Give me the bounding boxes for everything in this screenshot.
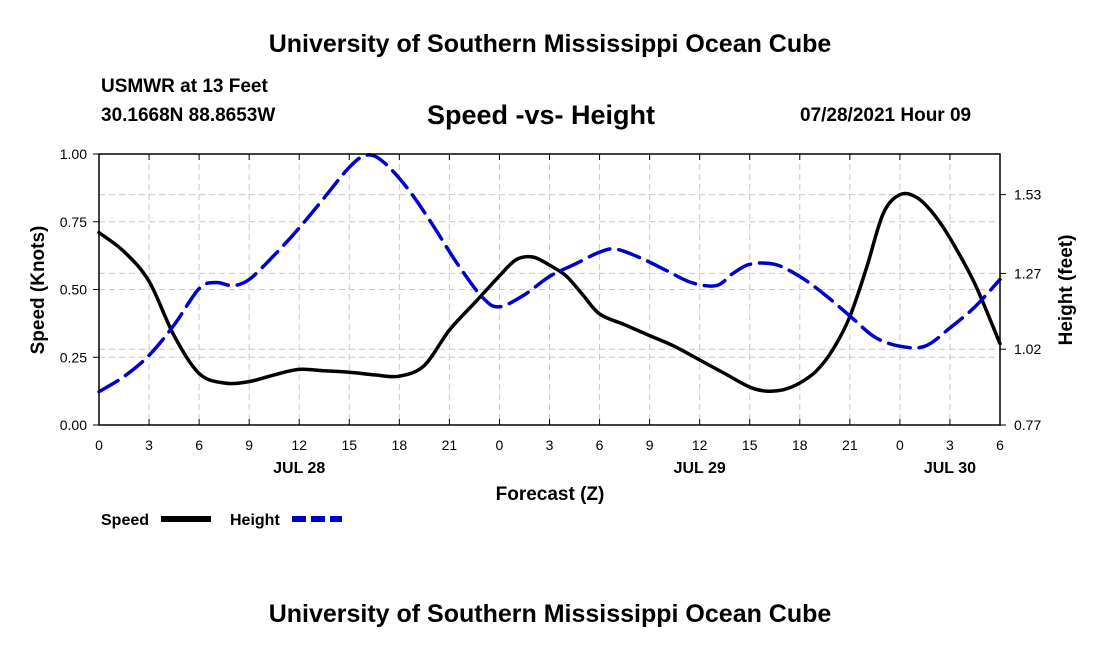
- y-tick-label: 0.50: [60, 282, 87, 298]
- page-title: University of Southern Mississippi Ocean…: [268, 30, 832, 58]
- x-tick-label: 6: [996, 437, 1004, 453]
- y2-tick-label: 1.02: [1014, 341, 1041, 357]
- y2-tick-label: 1.27: [1014, 265, 1041, 281]
- date-label: JUL 30: [924, 460, 976, 477]
- x-tick-label: 0: [496, 437, 504, 453]
- series-line-speed: [97, 191, 1002, 394]
- x-tick-label: 18: [792, 437, 808, 453]
- forecast-issue-time: 07/28/2021 Hour 09: [800, 105, 972, 126]
- y-tick-label: 0.00: [60, 417, 87, 433]
- x-tick-label: 3: [946, 437, 954, 453]
- station-name: USMWR at 13 Feet: [101, 76, 268, 97]
- x-tick-label: 6: [195, 437, 203, 453]
- x-tick-label: 21: [842, 437, 858, 453]
- x-tick-label: 15: [341, 437, 357, 453]
- x-tick-label: 9: [646, 437, 654, 453]
- x-tick-label: 21: [442, 437, 458, 453]
- axis-layer: 0 3 6 9 12 15 18 21 0 3 6 9 12 15 18 21 0 3 6 0.00 0.25 0.50 0…: [60, 146, 1042, 477]
- y-tick-label: 1.00: [60, 146, 87, 162]
- x-tick-label: 15: [742, 437, 758, 453]
- date-label: JUL 29: [674, 460, 726, 477]
- date-label: JUL 28: [273, 460, 325, 477]
- y2-tick-label: 0.77: [1014, 417, 1041, 433]
- x-tick-label: 12: [692, 437, 708, 453]
- x-tick-label: 3: [145, 437, 153, 453]
- station-coordinates: 30.1668N 88.8653W: [101, 105, 276, 126]
- x-tick-label: 6: [596, 437, 604, 453]
- legend: Speed Height: [101, 512, 342, 529]
- x-axis-label: Forecast (Z): [496, 484, 605, 505]
- series-layer: [97, 153, 1002, 394]
- footer-title: University of Southern Mississippi Ocean…: [268, 600, 832, 628]
- legend-label-height: Height: [230, 512, 280, 529]
- series-line-height: [97, 153, 1002, 394]
- x-tick-label: 12: [291, 437, 307, 453]
- y-axis-label: Speed (Knots): [28, 226, 49, 355]
- chart-title: Speed -vs- Height: [427, 100, 656, 130]
- x-tick-label: 9: [245, 437, 253, 453]
- x-tick-label: 0: [896, 437, 904, 453]
- x-tick-label: 18: [392, 437, 408, 453]
- y-tick-label: 0.25: [60, 349, 87, 365]
- x-tick-label: 0: [95, 437, 103, 453]
- y2-tick-label: 1.53: [1014, 187, 1041, 203]
- y-tick-label: 0.75: [60, 214, 87, 230]
- legend-label-speed: Speed: [101, 512, 149, 529]
- x-tick-label: 3: [546, 437, 554, 453]
- y2-axis-label: Height (feet): [1056, 235, 1077, 346]
